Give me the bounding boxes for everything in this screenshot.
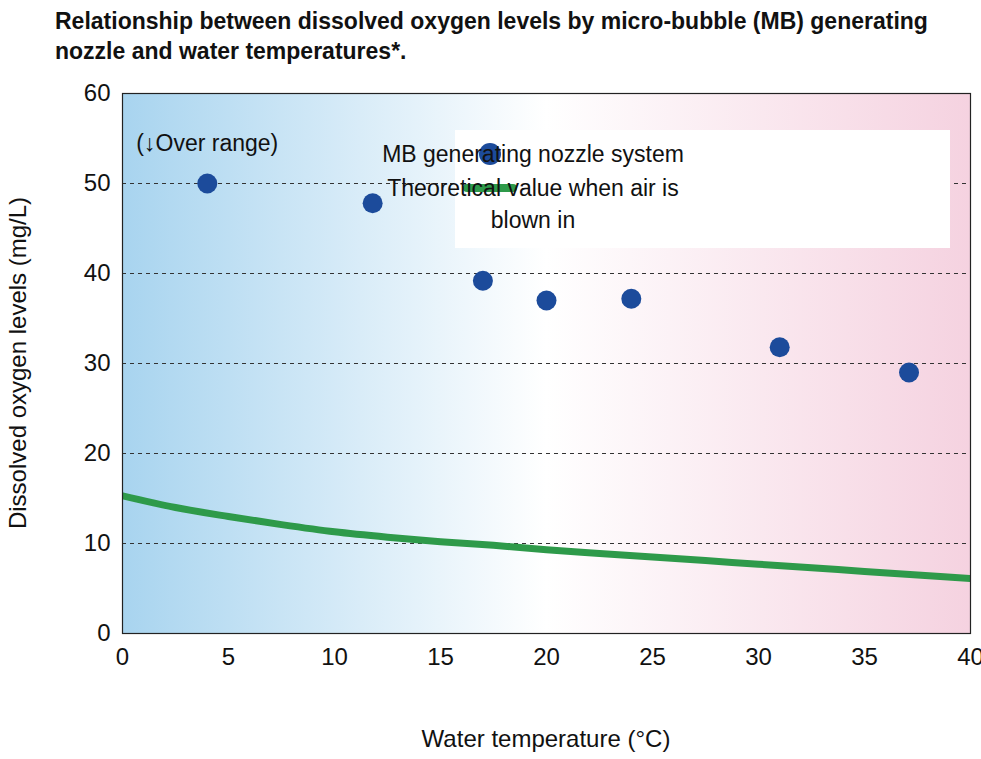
svg-text:30: 30 [745,643,772,670]
svg-text:MB generating nozzle system: MB generating nozzle system [382,141,684,167]
svg-text:blown in: blown in [491,207,575,233]
svg-text:25: 25 [639,643,666,670]
svg-text:20: 20 [84,439,111,466]
svg-text:30: 30 [84,349,111,376]
svg-text:0: 0 [97,619,110,646]
svg-text:Theoretical value when air is: Theoretical value when air is [387,175,678,201]
svg-text:5: 5 [222,643,235,670]
svg-text:(↓Over range): (↓Over range) [136,130,278,156]
svg-text:60: 60 [84,79,111,106]
svg-text:0: 0 [116,643,129,670]
svg-text:15: 15 [427,643,454,670]
svg-text:40: 40 [84,259,111,286]
svg-text:Water temperature (°C): Water temperature (°C) [422,725,671,752]
svg-text:10: 10 [84,529,111,556]
svg-text:Dissolved oxygen levels (mg/L): Dissolved oxygen levels (mg/L) [4,197,31,529]
svg-text:35: 35 [851,643,878,670]
html-text:Relationship between dissolved: Relationship between dissolved oxygen le… [55,8,928,64]
svg-text:50: 50 [84,169,111,196]
svg-text:10: 10 [321,643,348,670]
svg-text:40: 40 [957,643,981,670]
svg-text:20: 20 [533,643,560,670]
